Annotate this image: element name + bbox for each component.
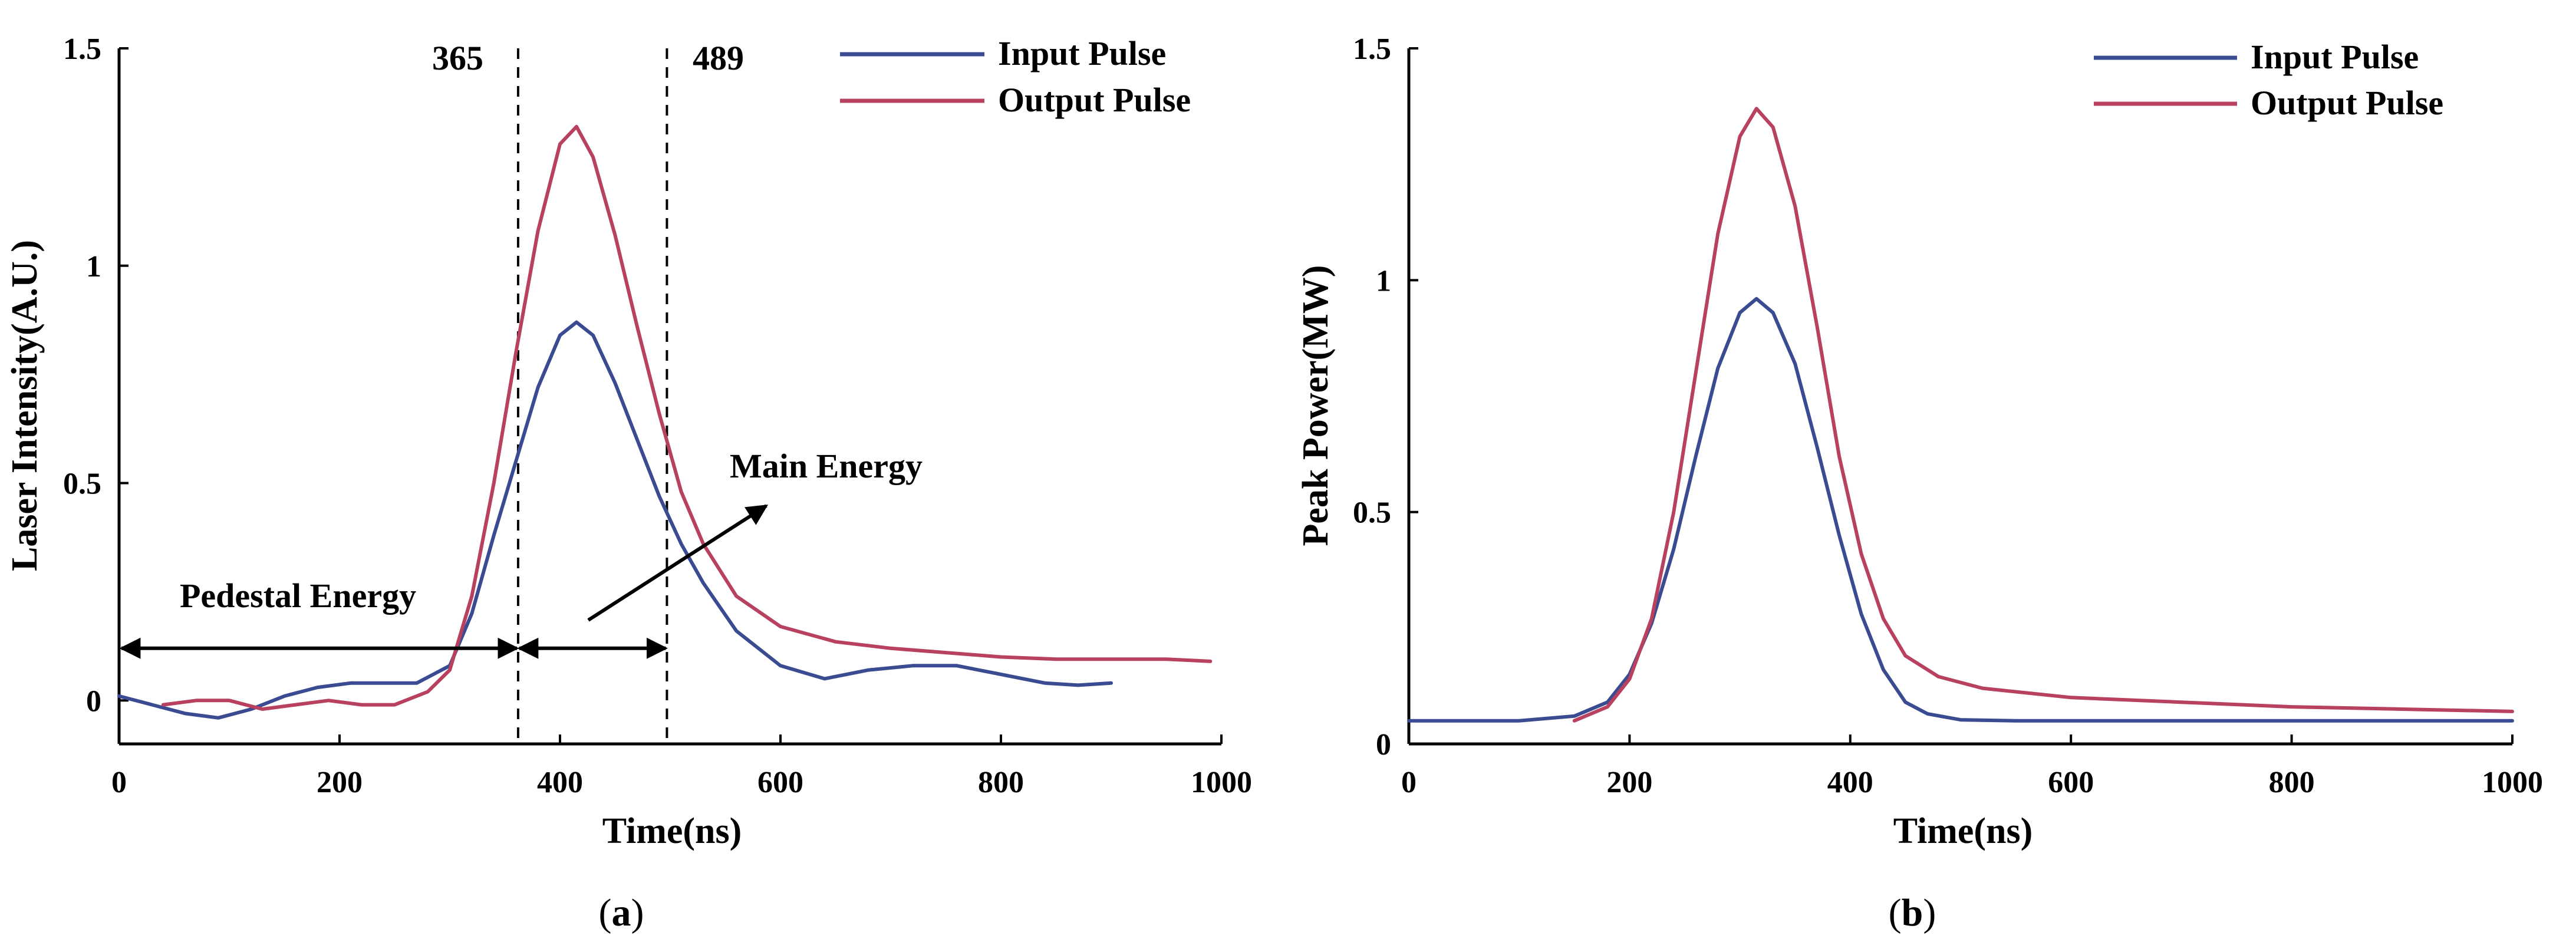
vline-label-365: 365 xyxy=(432,39,483,77)
panel-a-xtick-label: 1000 xyxy=(1191,766,1252,799)
panel-b-ytick-label: 0 xyxy=(1376,728,1391,762)
panel-b-caption: (b) xyxy=(1889,891,1936,934)
panel-b-ylabel: Peak Power(MW) xyxy=(1296,265,1336,546)
panel-a-xtick-label: 600 xyxy=(757,766,803,799)
panel-b-plot: 0 200 400 600 800 1000 0 0.5 1 1.5 xyxy=(1353,32,2543,799)
panel-b-xtick-label: 1000 xyxy=(2482,766,2543,799)
panel-a-caption-letter: a xyxy=(612,891,631,934)
panel-b-xtick-label: 0 xyxy=(1401,766,1417,799)
legend-a-output-label: Output Pulse xyxy=(998,81,1191,119)
panel-a: 0 200 400 600 800 1000 0 0.5 1 1.5 Laser Intensit… xyxy=(5,32,1252,934)
legend-b-output-label: Output Pulse xyxy=(2251,84,2443,122)
panel-a-ytick-label: 0.5 xyxy=(63,467,101,501)
panel-a-xtick-label: 200 xyxy=(317,766,363,799)
panel-a-xtick-label: 0 xyxy=(111,766,127,799)
panel-a-ytick-label: 0 xyxy=(86,684,101,718)
panel-b-xtick-label: 400 xyxy=(1827,766,1873,799)
panel-b-ytick-label: 0.5 xyxy=(1353,496,1391,530)
legend-a-input-label: Input Pulse xyxy=(998,34,1166,73)
panel-b-legend: Input Pulse Output Pulse xyxy=(2094,38,2443,122)
panel-a-ylabel: Laser Intensity(A.U.) xyxy=(5,240,45,571)
panel-a-plot: 0 200 400 600 800 1000 0 0.5 1 1.5 xyxy=(63,32,1252,799)
panel-a-xlabel: Time(ns) xyxy=(602,811,742,851)
legend-b-input-label: Input Pulse xyxy=(2251,38,2419,76)
main-energy-label: Main Energy xyxy=(730,447,923,485)
panel-b: 0 200 400 600 800 1000 0 0.5 1 1.5 Peak Power(MW)… xyxy=(1296,32,2543,934)
panel-b-xlabel: Time(ns) xyxy=(1893,811,2033,851)
panel-a-xtick-label: 400 xyxy=(537,766,583,799)
panel-a-xtick-label: 800 xyxy=(978,766,1024,799)
panel-b-ytick-label: 1.5 xyxy=(1353,32,1391,66)
panel-b-caption-letter: b xyxy=(1902,891,1923,934)
panel-b-xtick-label: 200 xyxy=(1606,766,1652,799)
vline-label-489: 489 xyxy=(693,39,744,77)
panel-a-ytick-label: 1.5 xyxy=(63,32,101,66)
panel-b-xtick-label: 800 xyxy=(2269,766,2315,799)
series-b-output-pulse xyxy=(1572,107,2514,723)
panel-b-xtick-label: 600 xyxy=(2048,766,2094,799)
panel-b-ytick-label: 1 xyxy=(1376,264,1391,298)
series-a-output-pulse xyxy=(161,124,1213,711)
panel-a-ytick-label: 1 xyxy=(86,250,101,284)
series-a-input-pulse xyxy=(117,320,1113,720)
series-b-input-pulse xyxy=(1407,297,2514,723)
pedestal-energy-label: Pedestal Energy xyxy=(180,577,416,615)
panel-a-legend: Input Pulse Output Pulse xyxy=(840,34,1191,119)
main-energy-pointer-arrow xyxy=(587,504,769,622)
panel-a-caption: (a) xyxy=(599,891,644,934)
